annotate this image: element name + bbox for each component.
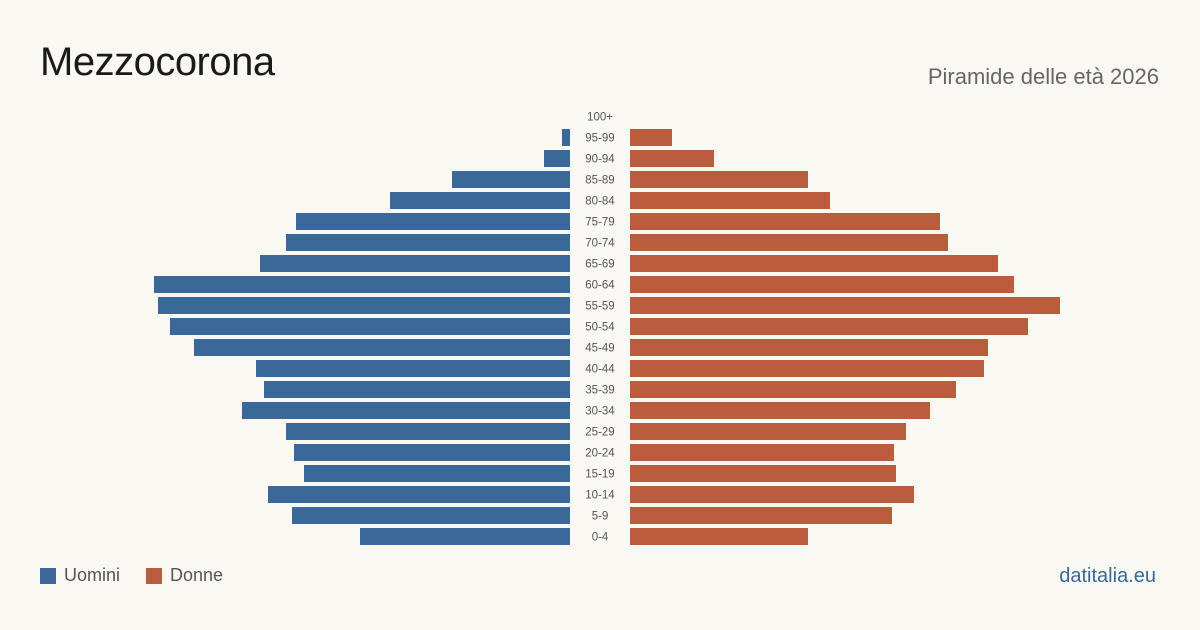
bar-women-60-64	[630, 276, 1014, 293]
age-label-30-34: 30-34	[585, 406, 615, 418]
age-label-95-99: 95-99	[585, 133, 614, 145]
bar-men-5-9	[292, 507, 570, 524]
age-label-65-69: 65-69	[585, 259, 614, 271]
bar-women-90-94	[630, 150, 714, 167]
bar-men-15-19	[304, 465, 570, 482]
bar-women-10-14	[630, 486, 914, 503]
age-label-25-29: 25-29	[585, 427, 614, 439]
legend-swatch-women	[146, 567, 163, 584]
age-label-75-79: 75-79	[585, 217, 614, 229]
bar-women-75-79	[630, 213, 940, 230]
age-label-40-44: 40-44	[585, 364, 615, 376]
legend-label-women: Donne	[170, 565, 224, 585]
bar-men-30-34	[242, 402, 570, 419]
age-label-50-54: 50-54	[585, 322, 615, 334]
bar-men-65-69	[260, 255, 570, 272]
age-label-90-94: 90-94	[585, 154, 615, 166]
bar-men-70-74	[286, 234, 570, 251]
age-label-10-14: 10-14	[585, 490, 615, 502]
bar-men-0-4	[360, 528, 570, 545]
legend: Uomini Donne	[40, 565, 249, 586]
bar-men-35-39	[264, 381, 570, 398]
page-title: Mezzocorona	[40, 40, 275, 84]
bar-women-25-29	[630, 423, 906, 440]
age-label-85-89: 85-89	[585, 175, 614, 187]
age-label-80-84: 80-84	[585, 196, 615, 208]
chart-subtitle: Piramide delle età 2026	[927, 64, 1159, 89]
bar-women-30-34	[630, 402, 930, 419]
bar-women-20-24	[630, 444, 894, 461]
legend-item-men: Uomini	[40, 565, 120, 586]
bar-women-80-84	[630, 192, 830, 209]
bar-women-85-89	[630, 171, 808, 188]
bar-men-55-59	[158, 297, 570, 314]
age-label-5-9: 5-9	[592, 511, 609, 523]
age-label-20-24: 20-24	[585, 448, 615, 460]
bar-women-65-69	[630, 255, 998, 272]
bar-men-90-94	[544, 150, 570, 167]
bar-men-20-24	[294, 444, 570, 461]
bar-women-15-19	[630, 465, 896, 482]
bar-women-55-59	[630, 297, 1060, 314]
bar-men-60-64	[154, 276, 570, 293]
age-label-55-59: 55-59	[585, 301, 614, 313]
legend-label-men: Uomini	[64, 565, 121, 585]
legend-item-women: Donne	[146, 565, 223, 586]
source-link[interactable]: datitalia.eu	[1059, 565, 1156, 587]
age-label-35-39: 35-39	[585, 385, 614, 397]
bar-men-75-79	[296, 213, 570, 230]
bar-women-40-44	[630, 360, 984, 377]
age-label-100+: 100+	[587, 112, 613, 124]
bar-men-85-89	[452, 171, 570, 188]
bar-women-0-4	[630, 528, 808, 545]
bar-women-5-9	[630, 507, 892, 524]
bar-men-95-99	[562, 129, 570, 146]
legend-swatch-men	[40, 567, 56, 584]
bar-men-45-49	[194, 339, 570, 356]
bar-women-45-49	[630, 339, 988, 356]
bar-men-40-44	[256, 360, 570, 377]
bar-women-35-39	[630, 381, 956, 398]
bar-women-50-54	[630, 318, 1028, 335]
age-label-15-19: 15-19	[585, 469, 614, 481]
bar-women-70-74	[630, 234, 948, 251]
age-label-70-74: 70-74	[585, 238, 615, 250]
age-label-0-4: 0-4	[592, 532, 609, 544]
bar-men-50-54	[170, 318, 570, 335]
bar-men-25-29	[286, 423, 570, 440]
age-label-45-49: 45-49	[585, 343, 614, 355]
bar-men-80-84	[390, 192, 570, 209]
age-label-60-64: 60-64	[585, 280, 615, 292]
bar-women-95-99	[630, 129, 672, 146]
bar-men-10-14	[268, 486, 570, 503]
